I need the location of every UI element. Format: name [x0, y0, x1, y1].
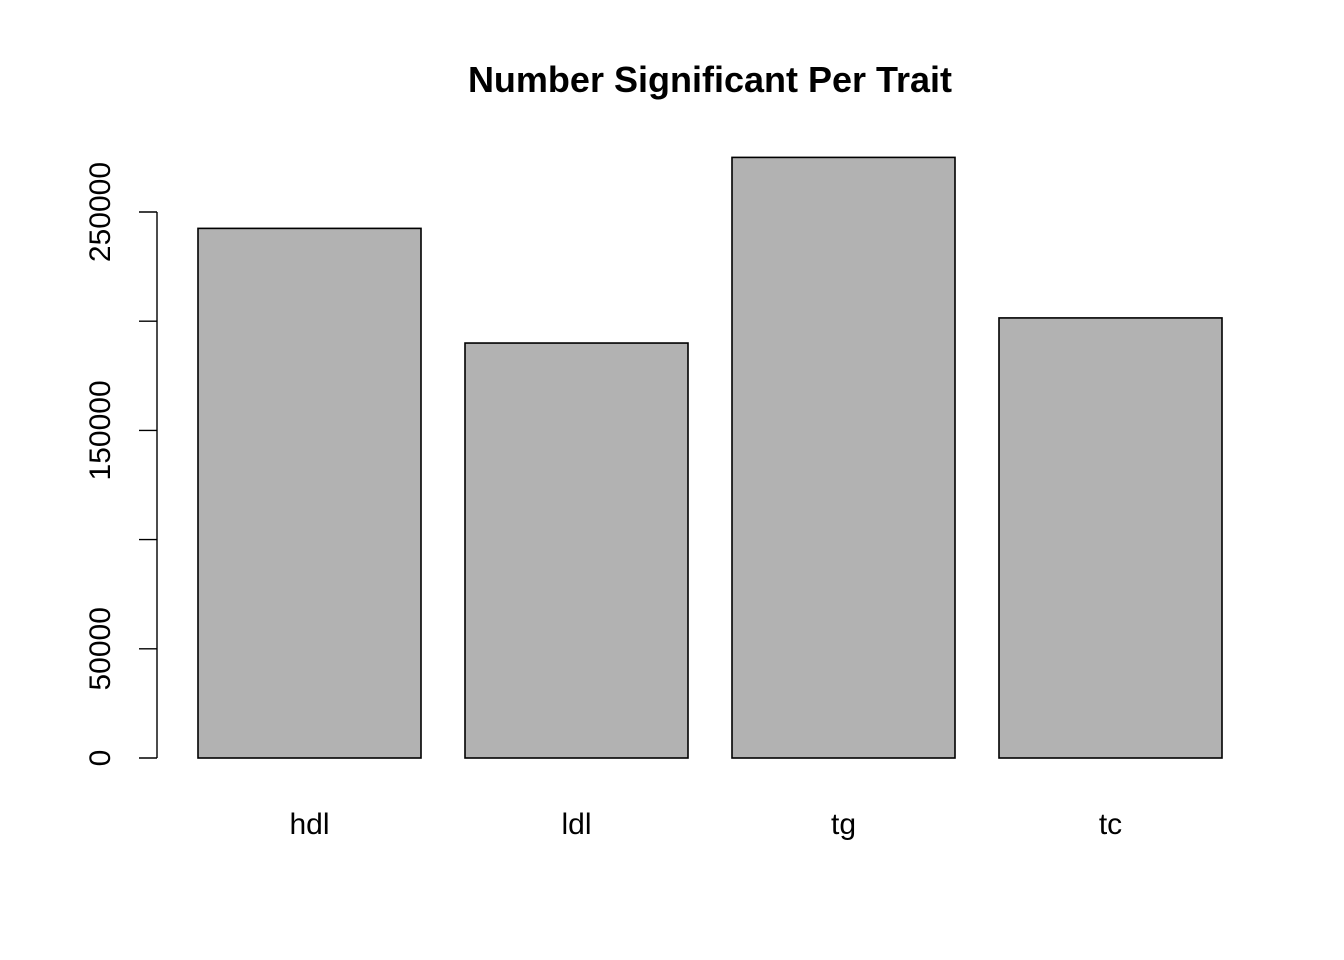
y-tick-label: 150000 — [84, 380, 117, 480]
bar-tg — [731, 156, 956, 759]
y-tick-label: 0 — [84, 750, 117, 767]
x-axis-labels: hdl ldl tg tc — [289, 808, 1122, 841]
bar-ldl — [464, 342, 689, 759]
bars-layer — [197, 156, 1223, 759]
chart-title: Number Significant Per Trait — [468, 59, 952, 100]
y-axis: 0 50000 150000 250000 — [84, 162, 158, 767]
bar-tc — [998, 317, 1223, 759]
x-tick-label-ldl: ldl — [561, 808, 591, 841]
y-tick-label: 250000 — [84, 162, 117, 262]
x-tick-label-tc: tc — [1099, 808, 1122, 841]
x-tick-label-hdl: hdl — [289, 808, 329, 841]
y-tick-label: 50000 — [84, 607, 117, 690]
bar-hdl — [197, 227, 422, 759]
x-tick-label-tg: tg — [831, 808, 856, 841]
